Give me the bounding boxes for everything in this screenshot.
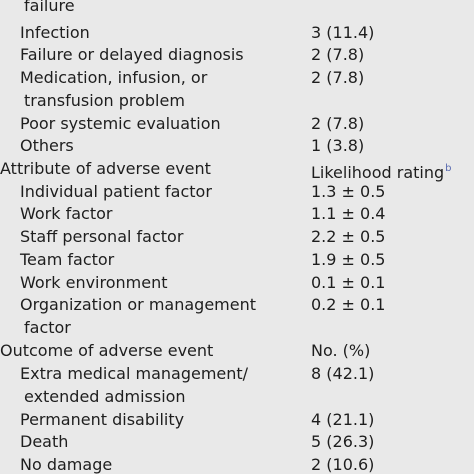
row-label: Extra medical management/ xyxy=(20,364,249,383)
section-header-row: Outcome of adverse event No. (%) xyxy=(0,339,474,362)
row-label: Organization or management xyxy=(20,295,257,314)
table-row: Poor systemic evaluation 2 (7.8) xyxy=(0,112,474,135)
row-value: 1.9 ± 0.5 xyxy=(311,250,386,269)
row-value: 2 (10.6) xyxy=(311,455,375,474)
column-header: Likelihood ratingb xyxy=(311,157,452,184)
row-label: Staff personal factor xyxy=(20,227,184,246)
row-value: 1.3 ± 0.5 xyxy=(311,182,386,201)
row-value: 2 (7.8) xyxy=(311,114,365,133)
row-value: 0.1 ± 0.1 xyxy=(311,273,386,292)
row-label: Poor systemic evaluation xyxy=(20,114,221,133)
section-title: Attribute of adverse event xyxy=(0,159,211,178)
table-row: Work environment 0.1 ± 0.1 xyxy=(0,271,474,294)
row-value: 1.1 ± 0.4 xyxy=(311,204,386,223)
row-value: 3 (11.4) xyxy=(311,23,375,42)
row-label: Work factor xyxy=(20,204,113,223)
table-row: Individual patient factor 1.3 ± 0.5 xyxy=(0,180,474,203)
row-label: Death xyxy=(20,432,69,451)
row-label: Permanent disability xyxy=(20,410,185,429)
row-value: 2.2 ± 0.5 xyxy=(311,227,386,246)
table-row: Others 1 (3.8) xyxy=(0,134,474,157)
column-header-label: Likelihood rating xyxy=(311,163,445,182)
row-value: 2 (7.8) xyxy=(311,45,365,64)
row-label: extended admission xyxy=(24,387,186,406)
footnote-marker: b xyxy=(445,163,452,174)
table-row: Infection 3 (11.4) xyxy=(0,21,474,44)
row-label: Failure or delayed diagnosis xyxy=(20,45,244,64)
row-value: 2 (7.8) xyxy=(311,68,365,87)
section-header-row: Attribute of adverse event Likelihood ra… xyxy=(0,157,474,182)
row-value: 4 (21.1) xyxy=(311,410,375,429)
table-row: Work factor 1.1 ± 0.4 xyxy=(0,202,474,225)
row-label: failure xyxy=(24,0,75,15)
table-row: Permanent disability 4 (21.1) xyxy=(0,408,474,431)
row-value: 0.2 ± 0.1 xyxy=(311,295,386,314)
table-row: Extra medical management/ 8 (42.1) xyxy=(0,362,474,385)
section-title: Outcome of adverse event xyxy=(0,341,214,360)
table-row: Death 5 (26.3) xyxy=(0,430,474,453)
row-label: factor xyxy=(24,318,71,337)
row-label: Infection xyxy=(20,23,90,42)
row-label: Work environment xyxy=(20,273,168,292)
table-row: factor xyxy=(0,316,474,339)
table-row: failure xyxy=(0,0,474,17)
row-value: 5 (26.3) xyxy=(311,432,375,451)
table-row: Organization or management 0.2 ± 0.1 xyxy=(0,293,474,316)
column-header: No. (%) xyxy=(311,341,371,360)
table-row: extended admission xyxy=(0,385,474,408)
table-row: Staff personal factor 2.2 ± 0.5 xyxy=(0,225,474,248)
row-label: Medication, infusion, or xyxy=(20,68,208,87)
table-row: Medication, infusion, or 2 (7.8) xyxy=(0,66,474,89)
row-label: Others xyxy=(20,136,74,155)
row-value: 1 (3.8) xyxy=(311,136,365,155)
table-row: transfusion problem xyxy=(0,89,474,112)
row-label: Individual patient factor xyxy=(20,182,212,201)
row-value: 8 (42.1) xyxy=(311,364,375,383)
table-row: Failure or delayed diagnosis 2 (7.8) xyxy=(0,43,474,66)
table-row: Team factor 1.9 ± 0.5 xyxy=(0,248,474,271)
row-label: Team factor xyxy=(20,250,115,269)
row-label: No damage xyxy=(20,455,113,474)
row-label: transfusion problem xyxy=(24,91,185,110)
table-row: No damage 2 (10.6) xyxy=(0,453,474,474)
